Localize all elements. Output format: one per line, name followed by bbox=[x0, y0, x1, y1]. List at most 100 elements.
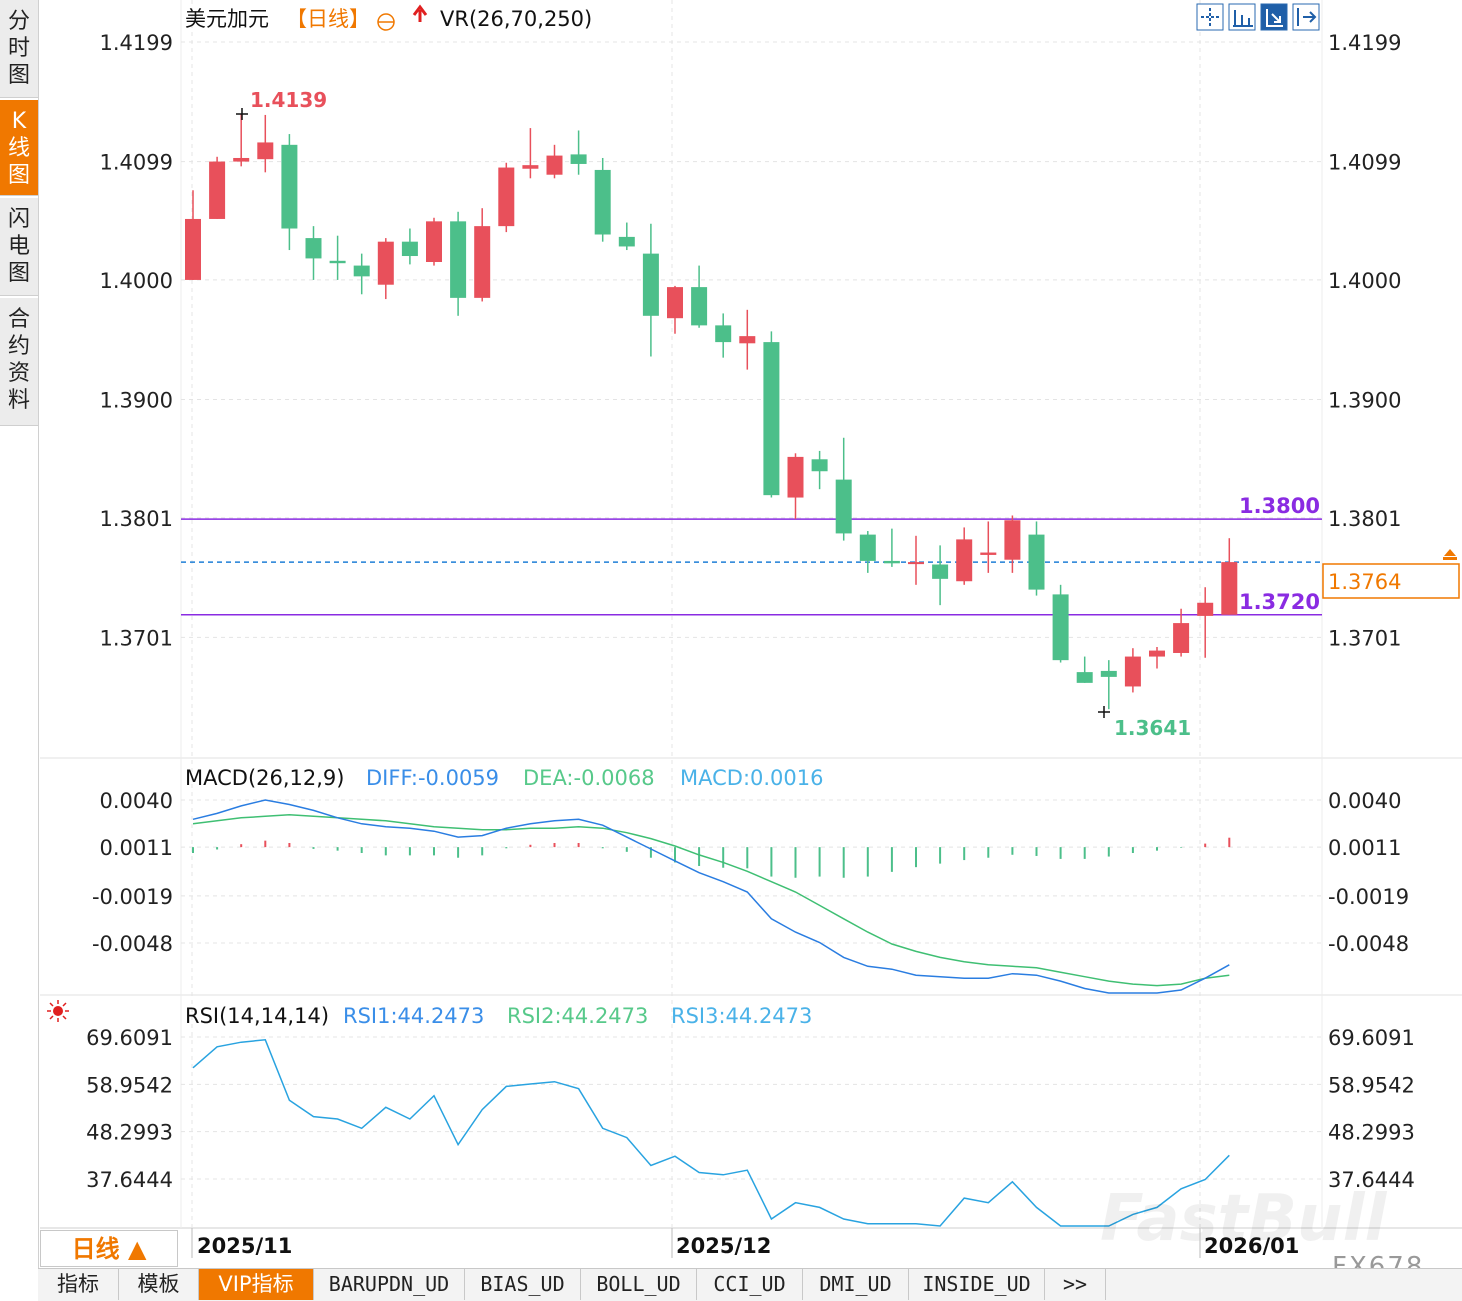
candle-body bbox=[980, 552, 997, 555]
candle-body bbox=[474, 226, 491, 298]
indicator-tab-bar: 指标 模板 VIP指标 BARUPDN_UD BIAS_UD BOLL_UD C… bbox=[38, 1268, 1462, 1301]
candle bbox=[498, 162, 515, 233]
candle bbox=[763, 331, 780, 498]
crosshair-icon[interactable] bbox=[1196, 3, 1224, 31]
macd-axis-tick: 0.0011 bbox=[1328, 836, 1401, 860]
tab-boll-ud[interactable]: BOLL_UD bbox=[581, 1269, 697, 1300]
tab-barupdn-ud[interactable]: BARUPDN_UD bbox=[314, 1269, 465, 1300]
candle-body bbox=[546, 155, 563, 175]
support-level-label: 1.3720 bbox=[1239, 590, 1320, 614]
candle-body bbox=[1100, 670, 1117, 677]
candle bbox=[1100, 660, 1117, 710]
candle-body bbox=[1221, 562, 1238, 615]
price-axis-tick: 1.3900 bbox=[1328, 389, 1401, 413]
candle bbox=[642, 223, 659, 357]
candle bbox=[1124, 648, 1141, 693]
tab-inside-ud[interactable]: INSIDE_UD bbox=[909, 1269, 1045, 1300]
candle-body bbox=[667, 287, 683, 319]
candle-body bbox=[1004, 520, 1021, 560]
x-axis-label-jan: 2026/01 bbox=[1204, 1234, 1299, 1258]
rsi1-value: RSI1:44.2473 bbox=[343, 1004, 484, 1028]
candle bbox=[185, 190, 201, 280]
high-marker bbox=[236, 108, 248, 120]
rsi-axis-tick: 58.9542 bbox=[86, 1073, 173, 1097]
candle-body bbox=[859, 534, 876, 561]
candle-body bbox=[594, 169, 611, 235]
price-axis-tick: 1.3701 bbox=[1328, 626, 1401, 650]
tab-indicators[interactable]: 指标 bbox=[38, 1269, 119, 1300]
macd-title: MACD(26,12,9) bbox=[185, 766, 345, 790]
tab-more[interactable]: >> bbox=[1045, 1269, 1106, 1300]
rsi-axis-tick: 37.6444 bbox=[1328, 1168, 1415, 1192]
tab-flash-chart[interactable]: 闪电图 bbox=[0, 198, 38, 296]
candle bbox=[474, 208, 491, 302]
candle-body bbox=[1052, 594, 1069, 661]
candle-body bbox=[763, 342, 780, 496]
candle-body bbox=[956, 539, 973, 582]
candle bbox=[932, 545, 949, 606]
candle-body bbox=[353, 265, 370, 277]
candle bbox=[787, 453, 804, 520]
macd-diff-line bbox=[192, 799, 1230, 994]
price-axis-tick: 1.4099 bbox=[100, 151, 173, 175]
price-axis-tick: 1.4099 bbox=[1328, 151, 1401, 175]
period-select-button[interactable]: 日线 ▲ bbox=[40, 1230, 178, 1267]
candle-body bbox=[618, 236, 635, 247]
rsi-axis-tick: 69.6091 bbox=[1328, 1026, 1415, 1050]
candle bbox=[1052, 584, 1069, 663]
price-axis-tick: 1.3801 bbox=[1328, 507, 1401, 531]
tab-intraday-chart[interactable]: 分时图 bbox=[0, 0, 38, 98]
tab-bias-ud[interactable]: BIAS_UD bbox=[465, 1269, 581, 1300]
macd-axis-tick: -0.0019 bbox=[1328, 885, 1409, 909]
candle bbox=[618, 222, 635, 251]
expand-right-icon[interactable] bbox=[1292, 3, 1320, 31]
candle-body bbox=[329, 260, 346, 264]
macd-dea-line bbox=[192, 814, 1230, 987]
candle-body bbox=[522, 165, 539, 169]
current-price-tag: 1.3764 bbox=[1322, 563, 1460, 599]
rsi-axis-tick: 69.6091 bbox=[86, 1026, 173, 1050]
tab-templates[interactable]: 模板 bbox=[119, 1269, 199, 1300]
macd-axis-tick: 0.0040 bbox=[100, 789, 173, 813]
candle bbox=[667, 285, 683, 334]
lock-scale-icon[interactable] bbox=[377, 13, 395, 31]
bar-chart-icon[interactable] bbox=[1228, 3, 1256, 31]
price-axis-tick: 1.3900 bbox=[100, 389, 173, 413]
low-marker bbox=[1098, 706, 1110, 718]
tab-dmi-ud[interactable]: DMI_UD bbox=[803, 1269, 909, 1300]
rsi2-value: RSI2:44.2473 bbox=[507, 1004, 648, 1028]
candle-body bbox=[209, 161, 226, 219]
candle-body bbox=[281, 144, 298, 229]
candle bbox=[980, 521, 997, 573]
candle bbox=[401, 228, 418, 265]
price-axis-tick: 1.4199 bbox=[1328, 31, 1401, 55]
price-alert-icon[interactable] bbox=[1443, 549, 1457, 560]
candle-body bbox=[642, 253, 659, 316]
rsi-axis-tick: 58.9542 bbox=[1328, 1073, 1415, 1097]
candle bbox=[305, 226, 322, 280]
x-axis-label-nov: 2025/11 bbox=[197, 1234, 292, 1258]
tab-contract-info[interactable]: 合约资料 bbox=[0, 298, 38, 426]
x-axis-label-dec: 2025/12 bbox=[676, 1234, 771, 1258]
settings-sun-icon[interactable] bbox=[47, 1000, 69, 1022]
macd-diff-value: DIFF:-0.0059 bbox=[366, 766, 499, 790]
candle bbox=[715, 313, 732, 358]
price-axis-tick: 1.4199 bbox=[100, 31, 173, 55]
macd-dea-value: DEA:-0.0068 bbox=[523, 766, 655, 790]
macd-axis-tick: 0.0011 bbox=[100, 836, 173, 860]
candle bbox=[908, 535, 924, 585]
indicator-arrow-icon[interactable] bbox=[412, 4, 428, 22]
macd-axis-tick: 0.0040 bbox=[1328, 789, 1401, 813]
candle-body bbox=[570, 154, 587, 164]
candle-body bbox=[1124, 656, 1141, 687]
candle-body bbox=[377, 241, 394, 285]
tab-vip-indicators[interactable]: VIP指标 bbox=[199, 1269, 314, 1300]
candle bbox=[329, 235, 346, 280]
overlay-indicator-label[interactable]: VR(26,70,250) bbox=[440, 7, 592, 31]
candle-body bbox=[787, 456, 804, 498]
tab-cci-ud[interactable]: CCI_UD bbox=[697, 1269, 803, 1300]
candle-body bbox=[908, 562, 924, 565]
zoom-chart-icon[interactable] bbox=[1260, 3, 1288, 31]
